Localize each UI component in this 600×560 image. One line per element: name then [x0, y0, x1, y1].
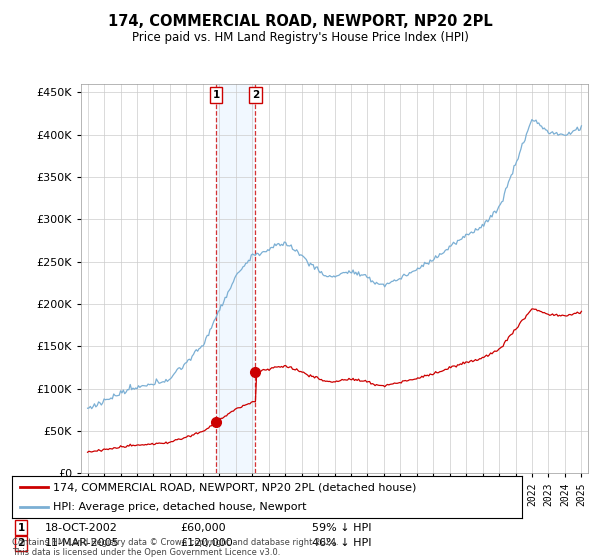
- Text: Contains HM Land Registry data © Crown copyright and database right 2024.
This d: Contains HM Land Registry data © Crown c…: [12, 538, 338, 557]
- Text: 1: 1: [17, 522, 25, 533]
- Text: 174, COMMERCIAL ROAD, NEWPORT, NP20 2PL: 174, COMMERCIAL ROAD, NEWPORT, NP20 2PL: [107, 14, 493, 29]
- Text: 59% ↓ HPI: 59% ↓ HPI: [312, 522, 371, 533]
- Text: 2: 2: [17, 538, 25, 548]
- Text: 11-MAR-2005: 11-MAR-2005: [45, 538, 119, 548]
- Bar: [216, 84, 256, 473]
- Text: Price paid vs. HM Land Registry's House Price Index (HPI): Price paid vs. HM Land Registry's House …: [131, 31, 469, 44]
- Text: 46% ↓ HPI: 46% ↓ HPI: [312, 538, 371, 548]
- Text: HPI: Average price, detached house, Newport: HPI: Average price, detached house, Newp…: [53, 502, 307, 512]
- Text: 1: 1: [212, 90, 220, 100]
- Text: 18-OCT-2002: 18-OCT-2002: [45, 522, 118, 533]
- Text: £120,000: £120,000: [180, 538, 233, 548]
- Text: 2: 2: [252, 90, 259, 100]
- Text: 174, COMMERCIAL ROAD, NEWPORT, NP20 2PL (detached house): 174, COMMERCIAL ROAD, NEWPORT, NP20 2PL …: [53, 482, 416, 492]
- Text: £60,000: £60,000: [180, 522, 226, 533]
